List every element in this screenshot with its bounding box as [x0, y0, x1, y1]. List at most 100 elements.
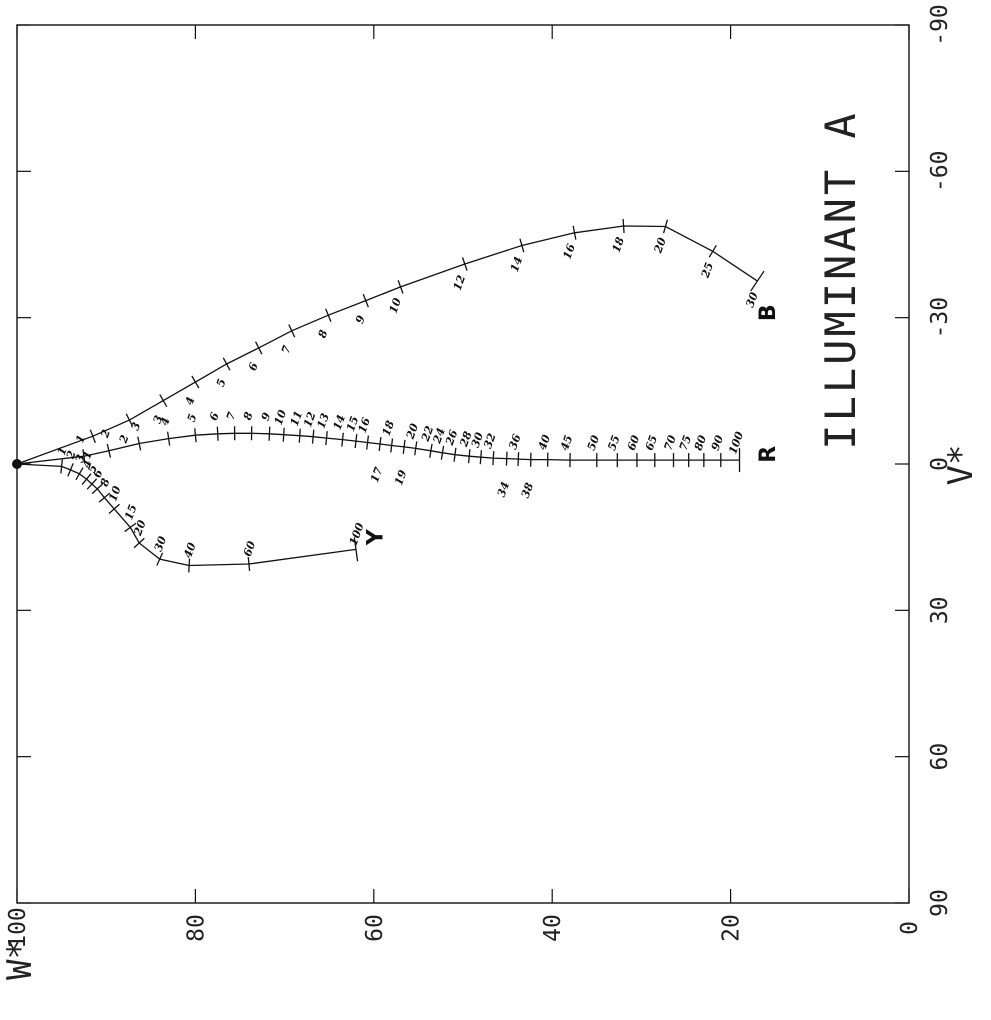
point-label-r: 1 — [73, 433, 88, 445]
point-tick-b — [191, 375, 200, 389]
point-label-b: 20 — [651, 236, 669, 256]
point-tick-y — [188, 558, 191, 573]
point-label-r: 50 — [585, 433, 603, 452]
point-tick-r — [492, 451, 495, 466]
point-label-y: 15 — [122, 503, 139, 522]
point-label-r: 32 — [481, 431, 499, 450]
point-label-r: 4 — [158, 416, 173, 428]
point-tick-b — [325, 308, 332, 322]
point-tick-y — [156, 552, 164, 566]
series-letters: Y R B — [364, 304, 781, 546]
point-tick-b — [750, 270, 765, 292]
point-label-r: 75 — [677, 433, 694, 452]
point-label-r: 19 — [392, 468, 410, 487]
point-tick-b — [662, 219, 669, 234]
point-label-b: 18 — [610, 235, 628, 254]
point-tick-b — [397, 280, 404, 294]
series-letter-r: R — [756, 446, 781, 463]
point-label-b: 3 — [151, 413, 166, 425]
point-label-r: 55 — [605, 433, 622, 452]
point-label-r: 60 — [625, 433, 643, 452]
point-tick-y — [91, 483, 103, 495]
point-label-b: 30 — [743, 290, 761, 309]
v-tick-label: 0 — [927, 457, 953, 471]
point-label-r: 11 — [288, 409, 305, 428]
point-label-r: 6 — [207, 410, 222, 422]
point-label-r: 15 — [344, 414, 361, 433]
point-label-y: 60 — [241, 539, 259, 558]
v-tick-label: -90 — [927, 4, 953, 46]
point-tick-r — [311, 429, 315, 444]
point-label-b: 5 — [214, 377, 229, 389]
point-tick-b — [461, 257, 468, 271]
point-label-r: 34 — [495, 480, 512, 499]
point-tick-y — [75, 467, 84, 481]
point-label-b: 16 — [560, 242, 578, 261]
point-tick-r — [429, 443, 433, 458]
point-tick-y — [133, 537, 145, 549]
point-tick-b — [89, 429, 96, 443]
point-tick-b — [288, 324, 296, 338]
point-label-r: 7 — [224, 410, 239, 422]
point-label-b: 9 — [353, 313, 368, 325]
point-tick-r — [414, 441, 418, 456]
point-tick-r — [341, 432, 344, 447]
point-tick-r — [282, 427, 285, 442]
point-tick-r — [440, 445, 445, 460]
illuminant-title: ILLUMINANT A — [816, 110, 865, 449]
w-tick-label: 0 — [897, 921, 923, 935]
point-tick-r — [268, 426, 271, 441]
point-label-y: 6 — [91, 468, 106, 480]
point-tick-b — [572, 225, 577, 240]
point-label-r: 22 — [419, 424, 437, 444]
point-label-r: 17 — [368, 465, 386, 484]
v-tick-label: 90 — [927, 889, 953, 917]
point-tick-r — [378, 436, 382, 452]
point-tick-r — [194, 428, 197, 443]
point-label-r: 10 — [272, 408, 290, 427]
point-label-r: 26 — [443, 428, 461, 448]
series-letter-y: Y — [364, 528, 389, 546]
point-label-b: 12 — [451, 273, 469, 292]
point-tick-b — [254, 341, 263, 355]
y-axis-title: W* — [0, 939, 40, 980]
point-tick-b — [159, 394, 168, 407]
point-label-r: 14 — [331, 413, 348, 432]
point-label-r: 5 — [185, 412, 200, 424]
point-tick-r — [106, 443, 112, 458]
point-label-b: 25 — [698, 261, 716, 281]
w-tick-label: 80 — [183, 914, 209, 942]
point-tick-y — [124, 522, 137, 533]
point-tick-b — [708, 244, 717, 258]
point-ticks — [60, 218, 765, 573]
point-tick-r — [479, 450, 483, 465]
point-tick-r — [137, 436, 142, 451]
w-tick-label: 60 — [362, 914, 388, 942]
point-tick-b — [125, 413, 134, 427]
point-label-y: 30 — [152, 534, 170, 553]
point-tick-b — [519, 238, 525, 253]
point-label-b: 6 — [246, 361, 261, 373]
point-label-y: 4 — [80, 458, 95, 470]
point-label-r: 40 — [536, 433, 554, 452]
w-tick-label: 40 — [540, 914, 566, 942]
point-label-b: 10 — [387, 296, 405, 315]
point-tick-r — [467, 449, 471, 464]
point-label-y: 10 — [106, 484, 124, 503]
point-tick-y — [86, 478, 98, 490]
series-line-b — [16, 225, 758, 465]
point-label-r: 70 — [661, 433, 679, 452]
point-label-r: 16 — [356, 416, 374, 435]
point-tick-r — [505, 451, 508, 466]
point-label-r: 38 — [519, 481, 537, 500]
point-label-b: 4 — [183, 395, 198, 407]
point-label-r: 12 — [301, 410, 319, 429]
w-tick-label: 100 — [5, 907, 31, 949]
point-tick-r — [354, 434, 358, 449]
point-label-r: 24 — [430, 426, 448, 446]
point-tick-r — [325, 431, 328, 446]
w-tick-label: 20 — [719, 914, 745, 942]
v-tick-label: -30 — [927, 297, 953, 339]
